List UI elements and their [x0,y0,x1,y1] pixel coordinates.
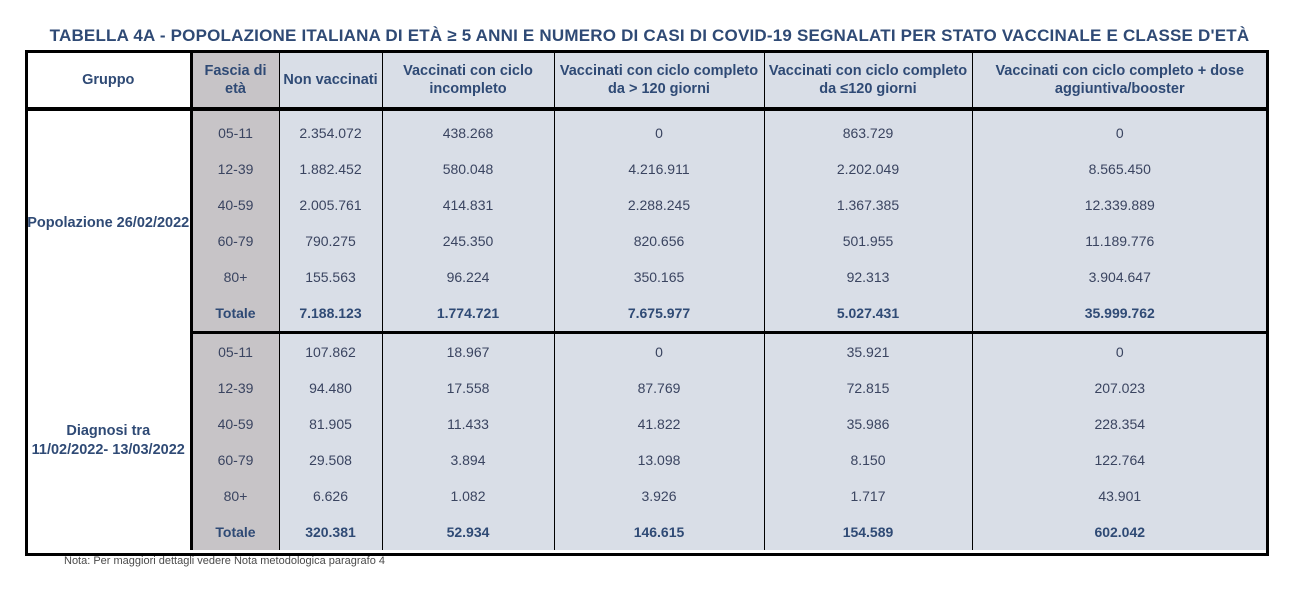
table-row: 12-39 94.480 17.558 87.769 72.815 207.02… [27,370,1267,406]
cell-complete-le120: 863.729 [764,109,973,151]
data-table: Gruppo Fascia di età Non vaccinati Vacci… [27,52,1267,550]
cell-complete-le120: 72.815 [764,370,973,406]
group-label-population: Popolazione 26/02/2022 [27,109,193,333]
cell-non-vacc: 7.188.123 [279,295,383,334]
cell-incomplete: 17.558 [382,370,555,406]
table-row: 80+ 155.563 96.224 350.165 92.313 3.904.… [27,259,1267,295]
cell-age: 40-59 [191,406,280,442]
total-row: Totale 320.381 52.934 146.615 154.589 60… [27,514,1267,550]
cell-complete-gt120: 13.098 [554,442,765,478]
cell-age: 60-79 [191,223,280,259]
cell-incomplete: 52.934 [382,514,555,550]
cell-incomplete: 438.268 [382,109,555,151]
total-row: Totale 7.188.123 1.774.721 7.675.977 5.0… [27,295,1267,334]
cell-complete-le120: 1.367.385 [764,187,973,223]
cell-age: 12-39 [191,151,280,187]
footnote: Nota: Per maggiori dettagli vedere Nota … [64,555,386,567]
cell-non-vacc: 81.905 [279,406,383,442]
table-row: 60-79 29.508 3.894 13.098 8.150 122.764 [27,442,1267,478]
cell-non-vacc: 155.563 [279,259,383,295]
cell-complete-le120: 92.313 [764,259,973,295]
cell-age: 80+ [191,259,280,295]
cell-age: 60-79 [191,442,280,478]
cell-complete-le120: 1.717 [764,478,973,514]
cell-incomplete: 1.082 [382,478,555,514]
cell-non-vacc: 94.480 [279,370,383,406]
table-row: Popolazione 26/02/2022 05-11 2.354.072 4… [27,109,1267,333]
cell-non-vacc: 320.381 [279,514,383,550]
cell-booster: 43.901 [972,478,1267,514]
cell-complete-le120: 2.202.049 [764,151,973,187]
cell-incomplete: 1.774.721 [382,295,555,334]
cell-booster: 8.565.450 [972,151,1267,187]
table-row: 60-79 790.275 245.350 820.656 501.955 11… [27,223,1267,259]
cell-age: Totale [191,295,280,334]
table-row: 12-39 1.882.452 580.048 4.216.911 2.202.… [27,151,1267,187]
cell-non-vacc: 1.882.452 [279,151,383,187]
cell-complete-gt120: 2.288.245 [554,187,765,223]
header-complete-le120: Vaccinati con ciclo completo da ≤120 gio… [764,52,973,111]
cell-non-vacc: 107.862 [279,332,383,370]
cell-booster: 12.339.889 [972,187,1267,223]
cell-incomplete: 414.831 [382,187,555,223]
cell-complete-gt120: 350.165 [554,259,765,295]
cell-complete-gt120: 7.675.977 [554,295,765,334]
cell-age: 05-11 [191,109,280,151]
cell-complete-gt120: 87.769 [554,370,765,406]
header-age: Fascia di età [191,52,280,111]
cell-complete-gt120: 3.926 [554,478,765,514]
cell-incomplete: 245.350 [382,223,555,259]
cell-complete-le120: 35.986 [764,406,973,442]
cell-complete-gt120: 0 [554,109,765,151]
header-non-vacc: Non vaccinati [279,52,383,111]
cell-non-vacc: 2.005.761 [279,187,383,223]
cell-complete-le120: 154.589 [764,514,973,550]
cell-complete-le120: 35.921 [764,332,973,370]
cell-non-vacc: 29.508 [279,442,383,478]
cell-non-vacc: 790.275 [279,223,383,259]
header-group: Gruppo [27,52,193,111]
cell-complete-gt120: 820.656 [554,223,765,259]
cell-incomplete: 18.967 [382,332,555,370]
header-complete-gt120: Vaccinati con ciclo completo da > 120 gi… [554,52,765,111]
table-row: Diagnosi tra 11/02/2022- 13/03/2022 05-1… [27,332,1267,550]
cell-incomplete: 580.048 [382,151,555,187]
cell-booster: 0 [972,109,1267,151]
table-title: TABELLA 4A - POPOLAZIONE ITALIANA DI ETÀ… [49,26,1250,45]
header-incomplete: Vaccinati con ciclo incompleto [382,52,555,111]
cell-incomplete: 96.224 [382,259,555,295]
cell-complete-le120: 5.027.431 [764,295,973,334]
cell-incomplete: 3.894 [382,442,555,478]
cell-complete-gt120: 0 [554,332,765,370]
cell-incomplete: 11.433 [382,406,555,442]
table-row: 40-59 81.905 11.433 41.822 35.986 228.35… [27,406,1267,442]
cell-non-vacc: 2.354.072 [279,109,383,151]
cell-booster: 3.904.647 [972,259,1267,295]
cell-complete-gt120: 146.615 [554,514,765,550]
cell-booster: 0 [972,332,1267,370]
cell-complete-gt120: 41.822 [554,406,765,442]
cell-booster: 602.042 [972,514,1267,550]
cell-age: 05-11 [191,332,280,370]
cell-age: Totale [191,514,280,550]
cell-age: 80+ [191,478,280,514]
cell-booster: 228.354 [972,406,1267,442]
cell-age: 12-39 [191,370,280,406]
cell-booster: 122.764 [972,442,1267,478]
cell-complete-le120: 8.150 [764,442,973,478]
cell-age: 40-59 [191,187,280,223]
header-row: Gruppo Fascia di età Non vaccinati Vacci… [27,52,1267,111]
table-row: 80+ 6.626 1.082 3.926 1.717 43.901 [27,478,1267,514]
cell-booster: 35.999.762 [972,295,1267,334]
cell-booster: 11.189.776 [972,223,1267,259]
table-row: 40-59 2.005.761 414.831 2.288.245 1.367.… [27,187,1267,223]
cell-booster: 207.023 [972,370,1267,406]
cell-complete-le120: 501.955 [764,223,973,259]
cell-non-vacc: 6.626 [279,478,383,514]
header-booster: Vaccinati con ciclo completo + dose aggi… [972,52,1267,111]
cell-complete-gt120: 4.216.911 [554,151,765,187]
group-label-diagnoses: Diagnosi tra 11/02/2022- 13/03/2022 [27,332,193,550]
